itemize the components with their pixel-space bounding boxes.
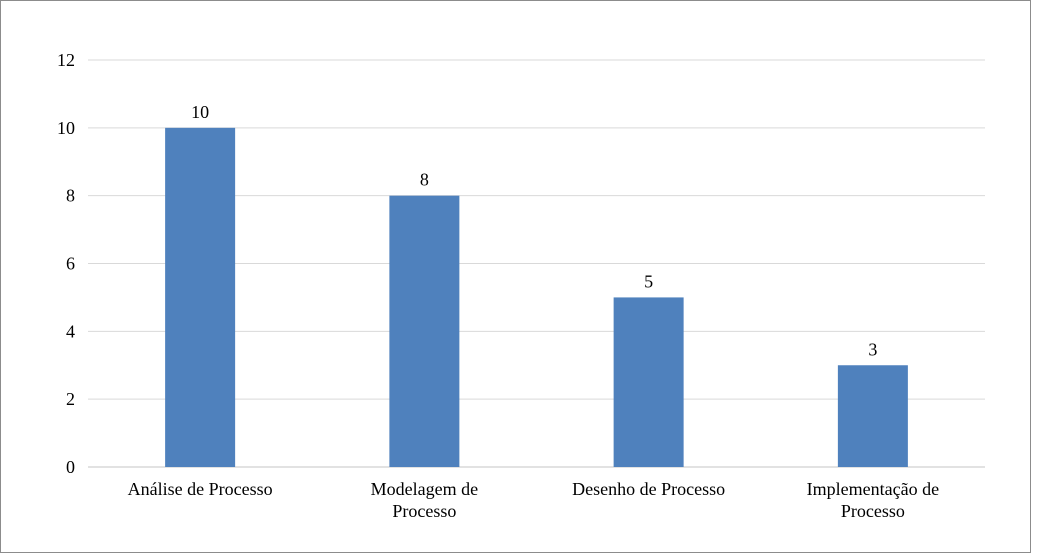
- bar: [837, 365, 908, 467]
- y-tick-label: 4: [66, 321, 75, 341]
- data-labels: 10 8 5 3: [191, 102, 877, 359]
- y-tick-label: 8: [66, 186, 75, 206]
- x-tick-label: Desenho de Processo: [572, 479, 725, 499]
- category-labels: Análise de Processo Modelagem de ProcessoD…: [128, 479, 939, 521]
- x-tick-label-line: Processo: [841, 501, 905, 521]
- x-tick-label-line: Processo: [392, 501, 456, 521]
- x-tick-label: Implementação de Processo: [807, 479, 939, 521]
- y-tick-label: 6: [66, 254, 75, 274]
- data-label: 8: [420, 170, 429, 190]
- y-tick-label: 2: [66, 389, 75, 409]
- y-tick-label: 10: [57, 118, 75, 138]
- x-tick-label-line: Desenho de Processo: [572, 479, 725, 499]
- x-tick-label: Modelagem de Processo: [371, 479, 478, 521]
- bars: [165, 127, 908, 467]
- x-tick-label: Análise de Processo: [128, 479, 273, 499]
- x-tick-label-line: Análise de Processo: [128, 479, 273, 499]
- data-label: 3: [868, 339, 877, 359]
- y-axis-ticks: 0 2 4 6 8 10 12: [57, 50, 75, 477]
- x-tick-label-line: Modelagem de: [371, 479, 478, 499]
- data-label: 10: [191, 102, 209, 122]
- y-tick-label: 0: [66, 457, 75, 477]
- data-label: 5: [644, 271, 653, 291]
- bar: [613, 297, 684, 467]
- x-tick-label-line: Implementação de: [807, 479, 939, 499]
- gridlines: [88, 59, 985, 468]
- bar: [389, 195, 460, 467]
- bar: [165, 127, 236, 467]
- y-tick-label: 12: [57, 50, 75, 70]
